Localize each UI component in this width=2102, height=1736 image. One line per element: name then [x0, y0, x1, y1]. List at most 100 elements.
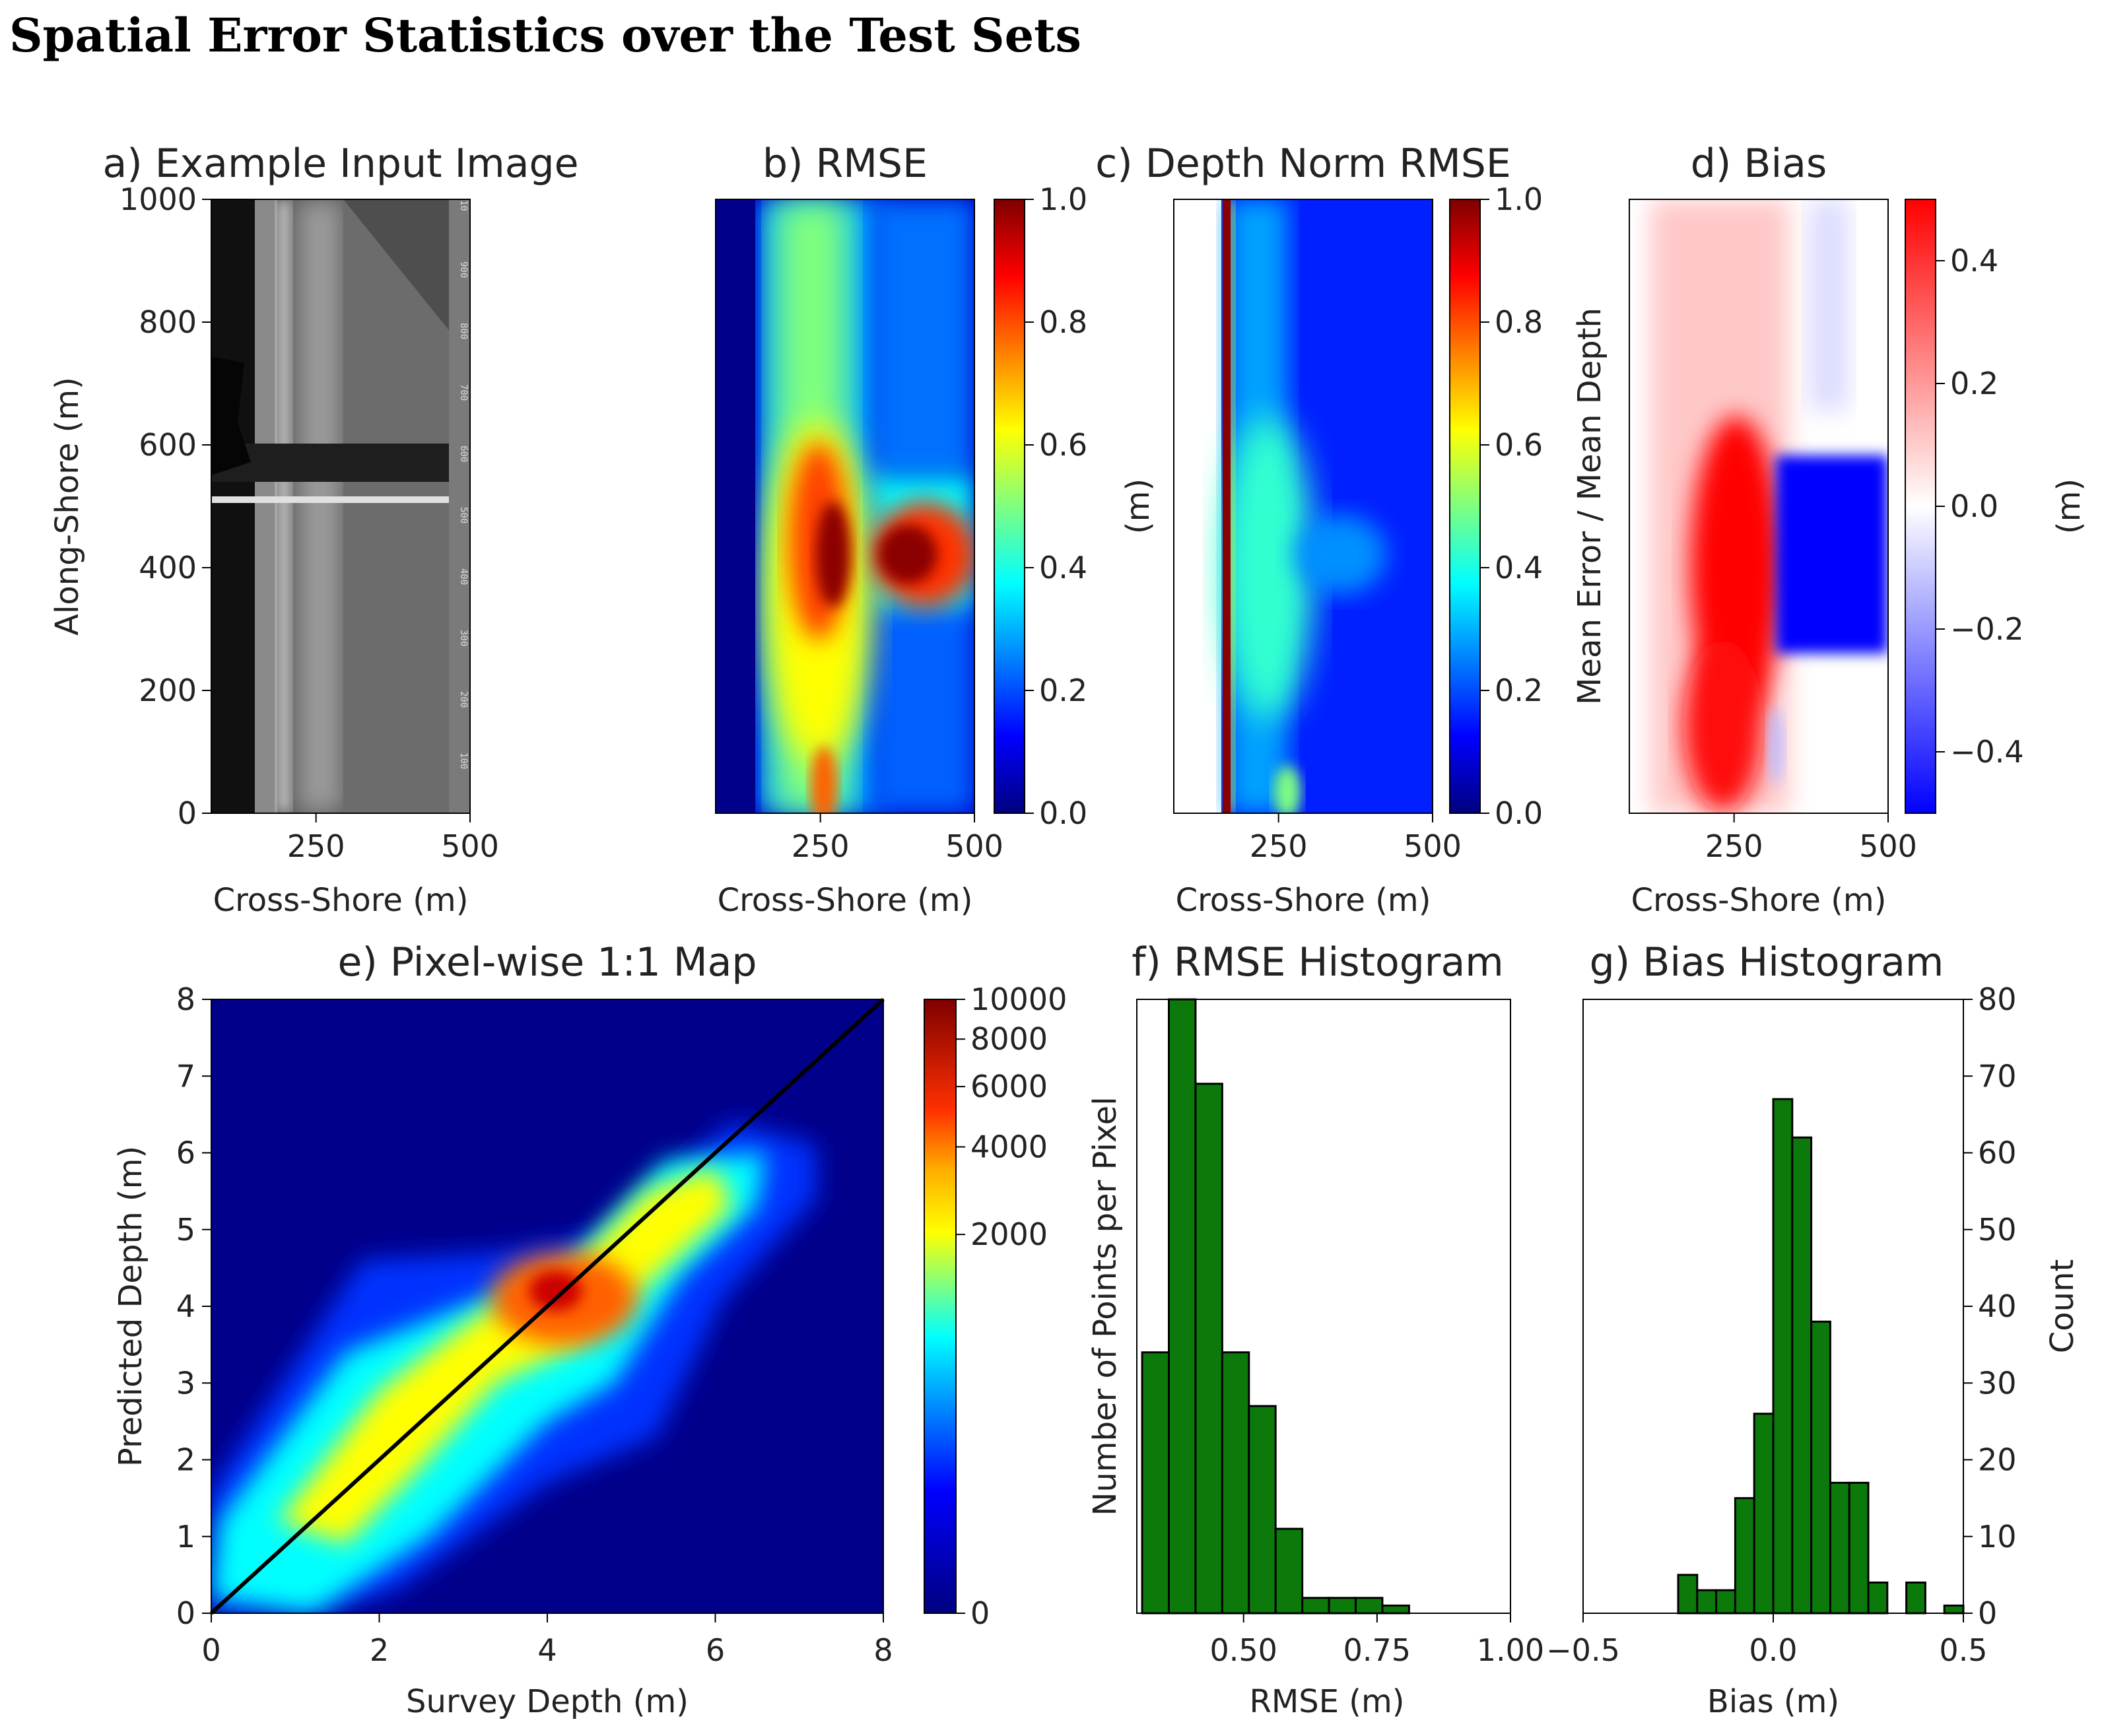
- panel-d-colorbar-tick-label: 0.4: [1950, 243, 1998, 279]
- panel-a-ytick-label: 1000: [119, 182, 197, 217]
- panel-b-colorbar-tick-label: 0.8: [1039, 304, 1087, 340]
- panel-c-title: c) Depth Norm RMSE: [1095, 141, 1510, 187]
- panel-e-pixel-map: e) Pixel-wise 1:1 Map 0 2 4 6 8 0 1 2 3 4 5 6 7 8 Sur…: [112, 939, 1067, 1720]
- page-title: Spatial Error Statistics over the Test S…: [9, 8, 1081, 63]
- panel-f-bar: [1355, 1597, 1384, 1615]
- panel-a-title: a) Example Input Image: [103, 141, 579, 187]
- panel-a-ytick-label: 400: [139, 550, 197, 585]
- panel-c-colorbar: [1449, 199, 1481, 814]
- panel-e-ytick-label: 7: [176, 1058, 195, 1094]
- panel-g-bar: [1867, 1582, 1889, 1615]
- depth-norm-heatmap: [1174, 199, 1433, 813]
- panel-f-bar: [1221, 1351, 1250, 1615]
- rmse-heatmap: [716, 199, 974, 813]
- panel-b-colorbar-tick-label: 0.4: [1039, 550, 1087, 585]
- panel-f-xlabel: RMSE (m): [1249, 1683, 1404, 1720]
- panel-e-ytick-label: 1: [176, 1519, 195, 1554]
- image-scale-label: 600: [458, 446, 469, 462]
- one-to-one-line: [209, 997, 885, 1615]
- panel-g-bar: [1829, 1481, 1850, 1615]
- panel-f-xtick-label: 1.00: [1477, 1632, 1544, 1668]
- panel-g-ytick-label: 80: [1978, 982, 2017, 1017]
- panel-c-xtick-label: 250: [1250, 828, 1308, 864]
- panel-c-depth-norm-rmse: c) Depth Norm RMSE 250 500 Cross-Shore (m…: [1095, 141, 1608, 919]
- panel-e-ytick-label: 8: [176, 982, 195, 1017]
- panel-e-title: e) Pixel-wise 1:1 Map: [337, 939, 757, 985]
- panel-g-bar: [1677, 1574, 1699, 1615]
- panel-g-bar: [1848, 1481, 1870, 1615]
- panel-e-colorbar-tick-label: 6000: [970, 1069, 1048, 1104]
- panel-d-xtick-label: 250: [1705, 828, 1763, 864]
- panel-d-colorbar-tick-label: −0.2: [1950, 611, 2024, 647]
- image-scale-label: 500: [458, 507, 469, 523]
- panel-d-bias: d) Bias 250 500 Cross-Shore (m) −0.4 −0.2 0…: [1629, 141, 2087, 919]
- panel-a-ytick-label: 800: [139, 304, 197, 340]
- panel-c-xlabel: Cross-Shore (m): [1176, 882, 1431, 919]
- image-scale-label: 900: [458, 261, 469, 278]
- panel-g-bar: [1810, 1320, 1831, 1615]
- panel-f-title: f) RMSE Histogram: [1132, 939, 1503, 985]
- panel-e-xtick-label: 6: [706, 1632, 725, 1668]
- panel-d-colorbar-label: (m): [2051, 479, 2087, 534]
- panel-g-ytick-label: 50: [1978, 1212, 2017, 1248]
- panel-f-xtick-label: 0.75: [1343, 1632, 1411, 1668]
- panel-e-xtick-label: 4: [537, 1632, 557, 1668]
- panel-e-colorbar-tick-label: 0: [970, 1595, 990, 1631]
- panel-g-bar: [1753, 1413, 1775, 1615]
- panel-a-input-image: a) Example Input Image 10020030040050060…: [49, 141, 578, 919]
- panel-a-xtick-label: 250: [287, 828, 345, 864]
- panel-b-colorbar-tick-label: 0.6: [1039, 427, 1087, 463]
- panel-f-bar: [1274, 1527, 1304, 1615]
- panel-g-bar: [1772, 1098, 1794, 1615]
- image-scale-label: 200: [458, 691, 469, 708]
- image-scale-label: 300: [458, 630, 469, 646]
- panel-a-ytick-label: 0: [178, 795, 197, 831]
- image-scale-label: 400: [458, 568, 469, 585]
- panel-f-bar: [1381, 1604, 1410, 1615]
- panel-b-colorbar-tick-label: 0.0: [1039, 795, 1087, 831]
- panel-b-colorbar-tick-label: 1.0: [1039, 182, 1087, 217]
- image-scale-label: 10: [458, 200, 469, 211]
- panel-e-colorbar-tick-label: 8000: [970, 1021, 1048, 1057]
- panel-d-colorbar: [1905, 199, 1936, 814]
- input-image: 100 200 300 400 500 600 700 800 900 10: [211, 199, 470, 813]
- panel-g-ytick-label: 60: [1978, 1135, 2017, 1171]
- panel-c-colorbar-tick-label: 0.0: [1495, 795, 1543, 831]
- panel-d-title: d) Bias: [1691, 141, 1827, 187]
- panel-g-ylabel: Count: [2044, 1259, 2081, 1354]
- panel-g-xlabel: Bias (m): [1707, 1683, 1839, 1720]
- panel-c-colorbar-tick-label: 0.8: [1495, 304, 1543, 340]
- panel-g-bar: [1943, 1604, 1965, 1615]
- panel-b-rmse: b) RMSE 250 500 Cross-Shore (m) 0.0 0.2 0.4…: [715, 141, 1157, 919]
- panel-g-ytick-label: 10: [1978, 1519, 2017, 1554]
- panel-a-ytick-label: 200: [139, 673, 197, 708]
- panel-a-xlabel: Cross-Shore (m): [213, 882, 469, 919]
- panel-c-colorbar-label: Mean Error / Mean Depth: [1571, 308, 1608, 705]
- panel-g-bar: [1905, 1582, 1926, 1615]
- bias-heatmap: [1629, 199, 1888, 813]
- panel-e-ytick-label: 2: [176, 1442, 195, 1478]
- panel-g-xtick-label: −0.5: [1546, 1632, 1620, 1668]
- panel-c-xtick-label: 500: [1404, 828, 1462, 864]
- panel-e-ytick-label: 5: [176, 1212, 195, 1248]
- panel-f-ylabel: Number of Points per Pixel: [1087, 1096, 1124, 1516]
- panel-g-ytick-label: 30: [1978, 1365, 2017, 1401]
- panel-e-ytick-label: 4: [176, 1288, 195, 1324]
- panel-f-bar: [1301, 1597, 1330, 1615]
- panel-e-ylabel: Predicted Depth (m): [112, 1146, 149, 1467]
- panel-g-bar: [1791, 1136, 1813, 1615]
- panel-b-xlabel: Cross-Shore (m): [718, 882, 973, 919]
- panel-g-bar: [1715, 1589, 1736, 1615]
- panel-e-colorbar-tick-label: 10000: [970, 982, 1067, 1017]
- panel-g-title: g) Bias Histogram: [1590, 939, 1944, 985]
- panel-a-ylabel: Along-Shore (m): [49, 377, 86, 636]
- panel-a-xtick-label: 500: [441, 828, 499, 864]
- panel-f-bar: [1141, 1351, 1170, 1615]
- panel-g-bias-histogram: g) Bias Histogram −0.5 0.0 0.50 10 20 30 40 50 6…: [1546, 939, 2081, 1720]
- image-scale-label: 100: [458, 752, 469, 769]
- panel-e-xtick-label: 2: [370, 1632, 389, 1668]
- panel-e-xlabel: Survey Depth (m): [406, 1683, 689, 1720]
- panel-d-xlabel: Cross-Shore (m): [1631, 882, 1887, 919]
- panel-e-ytick-label: 0: [176, 1595, 195, 1631]
